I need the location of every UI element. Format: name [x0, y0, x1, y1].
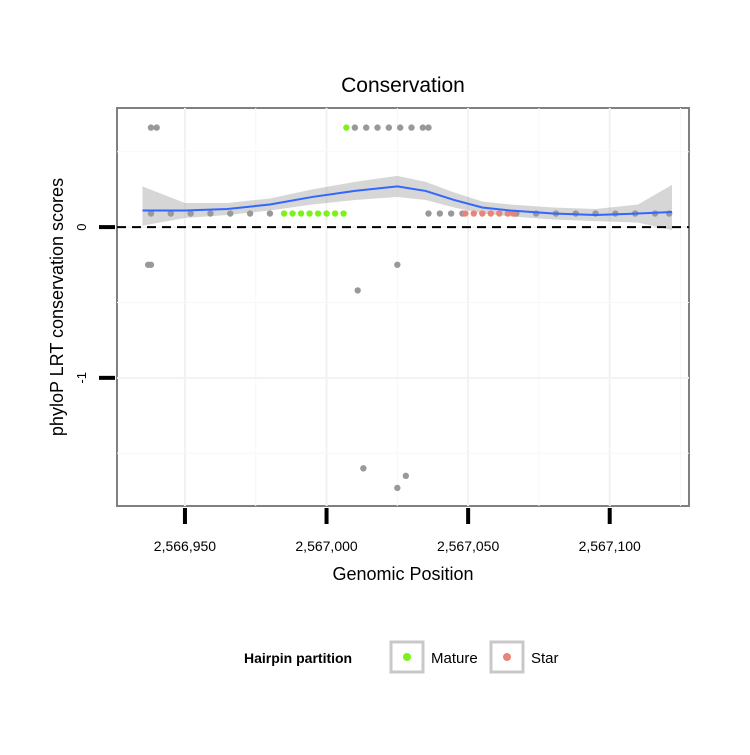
- axes: 2,566,950 2,567,000 2,567,050 2,567,100 0 -1: [74, 223, 641, 554]
- point-other: [153, 124, 160, 131]
- point-other: [246, 210, 254, 217]
- legend-entry-star: Star: [489, 640, 559, 674]
- legend-label-mature: Mature: [431, 650, 478, 667]
- point-other: [425, 210, 432, 217]
- x-tick-label: 2,567,050: [437, 538, 499, 554]
- point-other: [360, 465, 367, 472]
- point-star: [504, 210, 511, 217]
- x-axis-label: Genomic Position: [332, 564, 473, 584]
- point-mature: [323, 210, 330, 217]
- point-other: [425, 124, 432, 131]
- point-other: [362, 124, 370, 131]
- point-mature: [289, 210, 296, 217]
- point-star: [462, 210, 469, 217]
- point-other: [419, 124, 427, 131]
- point-mature: [340, 210, 347, 217]
- y-axis-label: phyloP LRT conservation scores: [47, 178, 67, 436]
- legend: Hairpin partition Mature Star: [244, 640, 559, 674]
- point-mature: [343, 124, 350, 131]
- data-points: [144, 124, 673, 492]
- point-other: [394, 261, 401, 268]
- y-tick-label: 0: [74, 223, 89, 230]
- x-tick-label: 2,567,100: [579, 538, 641, 554]
- point-star: [470, 210, 477, 217]
- point-other: [147, 210, 155, 217]
- y-tick-label: -1: [74, 372, 89, 384]
- point-mature: [331, 210, 339, 217]
- point-other: [447, 210, 455, 217]
- point-mature: [314, 210, 322, 217]
- legend-swatch-mature: [403, 653, 411, 661]
- point-other: [167, 210, 175, 217]
- x-tick-label: 2,566,950: [154, 538, 216, 554]
- point-other: [436, 210, 444, 217]
- loess-line: [142, 185, 673, 217]
- point-star: [496, 210, 503, 217]
- point-other: [374, 124, 381, 131]
- point-other: [147, 261, 155, 268]
- point-other: [402, 472, 410, 480]
- point-other: [396, 124, 404, 131]
- confidence-band: [142, 175, 673, 231]
- point-other: [354, 287, 361, 294]
- point-star: [487, 210, 494, 217]
- plot-panel: [116, 107, 690, 507]
- grid: [117, 108, 689, 506]
- x-tick-label: 2,567,000: [295, 538, 357, 554]
- point-other: [207, 210, 214, 217]
- point-mature: [280, 210, 288, 217]
- smooth-line: [142, 185, 673, 217]
- smooth-confidence-band: [142, 175, 673, 231]
- point-star: [479, 210, 486, 217]
- legend-swatch-star: [503, 653, 511, 661]
- point-mature: [306, 210, 313, 217]
- point-other: [394, 484, 401, 492]
- point-other: [385, 124, 393, 131]
- point-other: [351, 124, 359, 131]
- point-other: [147, 124, 155, 131]
- point-other: [408, 124, 415, 131]
- point-mature: [297, 210, 305, 217]
- point-other: [266, 210, 274, 217]
- point-other: [227, 210, 234, 217]
- legend-entry-mature: Mature: [389, 640, 478, 674]
- point-star: [510, 210, 517, 217]
- point-other: [187, 210, 194, 217]
- chart-title: Conservation: [341, 74, 465, 97]
- legend-label-star: Star: [531, 650, 559, 667]
- legend-title: Hairpin partition: [244, 650, 352, 666]
